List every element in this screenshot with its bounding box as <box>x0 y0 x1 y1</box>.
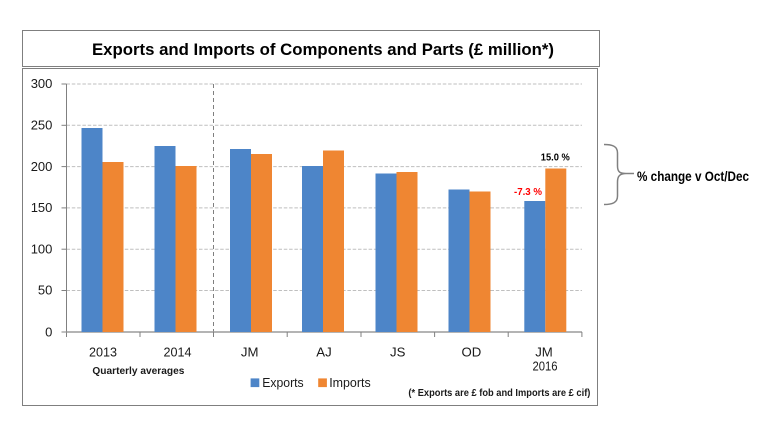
svg-text:AJ: AJ <box>316 345 331 360</box>
svg-text:OD: OD <box>462 345 482 360</box>
svg-text:0: 0 <box>45 324 52 339</box>
svg-text:(* Exports are £ fob and Impor: (* Exports are £ fob and Imports are £ c… <box>408 387 590 399</box>
svg-text:2016: 2016 <box>533 359 558 374</box>
svg-text:JM: JM <box>241 345 259 360</box>
svg-text:JM: JM <box>535 345 553 360</box>
svg-text:% change v Oct/Dec: % change v Oct/Dec <box>637 168 749 184</box>
svg-text:200: 200 <box>31 159 53 174</box>
svg-text:JS: JS <box>390 345 406 360</box>
svg-text:50: 50 <box>38 283 52 298</box>
svg-text:-7.3 %: -7.3 % <box>514 187 542 198</box>
svg-text:Quarterly averages: Quarterly averages <box>92 365 184 377</box>
svg-text:Exports and Imports of Compone: Exports and Imports of Components and Pa… <box>92 40 554 59</box>
svg-text:2013: 2013 <box>89 345 117 360</box>
svg-text:150: 150 <box>31 200 53 215</box>
svg-text:250: 250 <box>31 118 53 133</box>
svg-text:Exports: Exports <box>262 375 304 390</box>
svg-text:Imports: Imports <box>329 375 371 390</box>
svg-text:15.0 %: 15.0 % <box>541 153 570 164</box>
svg-text:2014: 2014 <box>164 345 192 360</box>
svg-text:100: 100 <box>31 241 53 256</box>
svg-text:300: 300 <box>31 76 53 91</box>
